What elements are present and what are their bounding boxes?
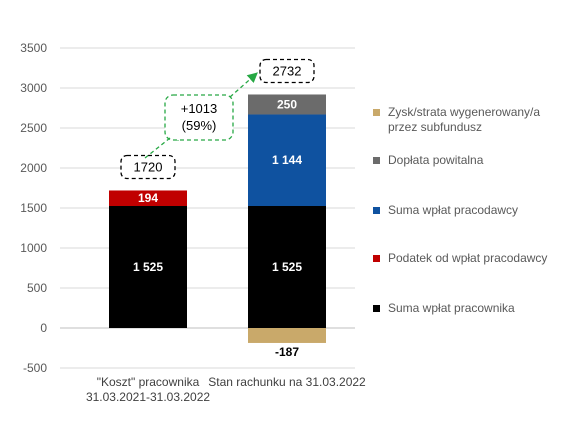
y-tick-label: 1000 [20, 241, 47, 255]
data-label: 194 [138, 191, 158, 205]
legend-label: przez subfundusz [388, 120, 482, 134]
data-label: 250 [277, 97, 297, 111]
y-tick-label: 3500 [20, 41, 47, 55]
delta-value: +1013 [181, 101, 218, 116]
legend-swatch [373, 207, 380, 214]
y-tick-label: 2500 [20, 121, 47, 135]
total-box [259, 58, 315, 84]
y-tick-label: 0 [40, 321, 47, 335]
bar-segment [248, 94, 326, 115]
y-tick-label: -500 [23, 361, 47, 375]
total-label: 2732 [273, 63, 302, 78]
annotations: +1013 (59%) [144, 72, 258, 159]
data-label: 1 525 [272, 260, 302, 274]
category-label: 31.03.2021-31.03.2022 [86, 390, 210, 404]
data-label: 1 525 [133, 260, 163, 274]
legend-label: Suma wpłat pracownika [388, 301, 515, 315]
delta-box [164, 94, 234, 141]
category-label: Stan rachunku na 31.03.2022 [208, 375, 366, 389]
legend-swatch [373, 157, 380, 164]
arrow-segment-left [144, 137, 171, 159]
bar-segment [109, 206, 187, 328]
y-axis-ticks: -500 0 500 1000 1500 2000 2500 3000 3500 [20, 41, 47, 375]
y-tick-label: 3000 [20, 81, 47, 95]
bars [109, 94, 326, 343]
y-tick-label: 1500 [20, 201, 47, 215]
y-tick-label: 500 [27, 281, 47, 295]
category-labels: "Koszt" pracownika31.03.2021-31.03.2022S… [86, 375, 366, 404]
bar-segment [109, 190, 187, 206]
legend-label: Podatek od wpłat pracodawcy [388, 251, 547, 265]
bar-labels: 1 525 194 1720 1 525 1 144 250 -187 2732 [120, 58, 315, 359]
legend-label: Dopłata powitalna [388, 153, 484, 167]
category-label: "Koszt" pracownika [97, 375, 200, 389]
bar-segment [248, 114, 326, 206]
bar-segment [248, 328, 326, 343]
data-label: -187 [275, 345, 299, 359]
data-label: 1 144 [272, 153, 302, 167]
delta-percent: (59%) [182, 118, 217, 133]
legend-label: Suma wpłat pracodawcy [388, 203, 518, 217]
legend-label: Zysk/strata wygenerowany/a [388, 105, 540, 119]
legend-swatch [373, 255, 380, 262]
legend-swatch [373, 109, 380, 116]
y-tick-label: 2000 [20, 161, 47, 175]
arrow-segment-right [229, 72, 258, 98]
legend-swatch [373, 305, 380, 312]
total-label: 1720 [134, 159, 163, 174]
bar-segment [248, 206, 326, 328]
